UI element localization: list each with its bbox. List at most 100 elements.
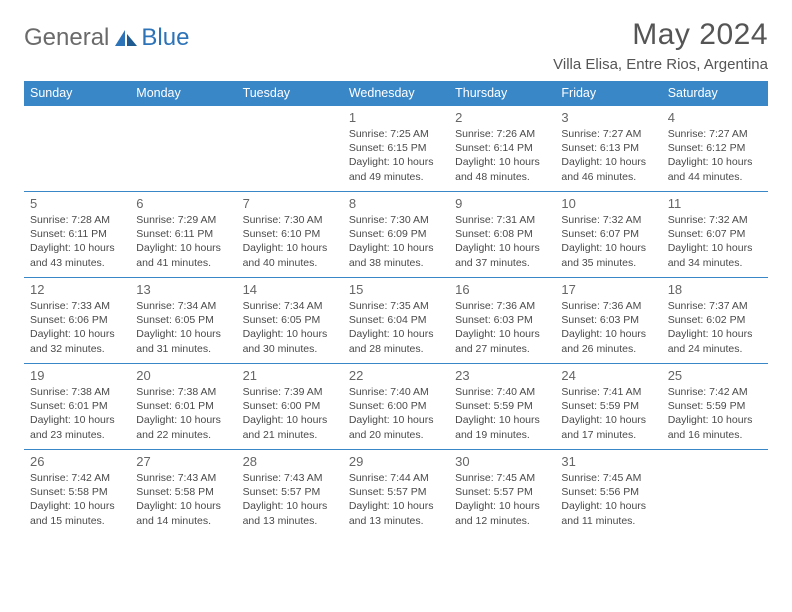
day-details: Sunrise: 7:32 AMSunset: 6:07 PMDaylight:… [668, 213, 762, 270]
day-number: 30 [455, 454, 549, 469]
calendar-day-cell: 30 Sunrise: 7:45 AMSunset: 5:57 PMDayligh… [449, 450, 555, 536]
day-details: Sunrise: 7:27 AMSunset: 6:13 PMDaylight:… [561, 127, 655, 184]
day-number: 7 [243, 196, 337, 211]
day-number: 26 [30, 454, 124, 469]
calendar-day-cell: 7 Sunrise: 7:30 AMSunset: 6:10 PMDaylight… [237, 192, 343, 278]
day-number: 8 [349, 196, 443, 211]
day-details: Sunrise: 7:29 AMSunset: 6:11 PMDaylight:… [136, 213, 230, 270]
day-number: 31 [561, 454, 655, 469]
day-details: Sunrise: 7:26 AMSunset: 6:14 PMDaylight:… [455, 127, 549, 184]
title-block: May 2024 Villa Elisa, Entre Rios, Argent… [553, 18, 768, 73]
calendar-day-cell: 18 Sunrise: 7:37 AMSunset: 6:02 PMDayligh… [662, 278, 768, 364]
day-number: 12 [30, 282, 124, 297]
day-details: Sunrise: 7:37 AMSunset: 6:02 PMDaylight:… [668, 299, 762, 356]
calendar-day-cell: 27 Sunrise: 7:43 AMSunset: 5:58 PMDayligh… [130, 450, 236, 536]
day-details: Sunrise: 7:28 AMSunset: 6:11 PMDaylight:… [30, 213, 124, 270]
day-details: Sunrise: 7:30 AMSunset: 6:10 PMDaylight:… [243, 213, 337, 270]
calendar-day-cell: 26 Sunrise: 7:42 AMSunset: 5:58 PMDayligh… [24, 450, 130, 536]
calendar-day-cell: 22Sunrise: 7:40 AMSunset: 6:00 PMDayligh… [343, 364, 449, 450]
calendar-day-cell: 14 Sunrise: 7:34 AMSunset: 6:05 PMDayligh… [237, 278, 343, 364]
day-number: 3 [561, 110, 655, 125]
day-details: Sunrise: 7:30 AMSunset: 6:09 PMDaylight:… [349, 213, 443, 270]
calendar-day-cell: 28 Sunrise: 7:43 AMSunset: 5:57 PMDayligh… [237, 450, 343, 536]
logo: General Blue [24, 24, 189, 52]
day-number: 23 [455, 368, 549, 383]
calendar-day-cell: 25Sunrise: 7:42 AMSunset: 5:59 PMDayligh… [662, 364, 768, 450]
day-number: 9 [455, 196, 549, 211]
day-details: Sunrise: 7:36 AMSunset: 6:03 PMDaylight:… [455, 299, 549, 356]
month-title: May 2024 [553, 18, 768, 52]
weekday-header: Wednesday [343, 81, 449, 106]
calendar-week-row: 5Sunrise: 7:28 AMSunset: 6:11 PMDaylight… [24, 192, 768, 278]
weekday-header: Tuesday [237, 81, 343, 106]
calendar-week-row: 19Sunrise: 7:38 AMSunset: 6:01 PMDayligh… [24, 364, 768, 450]
day-number: 6 [136, 196, 230, 211]
day-details: Sunrise: 7:38 AMSunset: 6:01 PMDaylight:… [136, 385, 230, 442]
day-details: Sunrise: 7:33 AMSunset: 6:06 PMDaylight:… [30, 299, 124, 356]
logo-sail-icon [113, 28, 139, 48]
calendar-day-cell [662, 450, 768, 536]
calendar-day-cell: 31 Sunrise: 7:45 AMSunset: 5:56 PMDayligh… [555, 450, 661, 536]
day-number: 13 [136, 282, 230, 297]
day-number: 27 [136, 454, 230, 469]
day-details: Sunrise: 7:45 AMSunset: 5:56 PMDaylight:… [561, 471, 655, 528]
calendar-day-cell: 4 Sunrise: 7:27 AMSunset: 6:12 PMDaylight… [662, 106, 768, 192]
day-details: Sunrise: 7:38 AMSunset: 6:01 PMDaylight:… [30, 385, 124, 442]
calendar-day-cell: 12 Sunrise: 7:33 AMSunset: 6:06 PMDayligh… [24, 278, 130, 364]
day-details: Sunrise: 7:36 AMSunset: 6:03 PMDaylight:… [561, 299, 655, 356]
calendar-day-cell: 23 Sunrise: 7:40 AMSunset: 5:59 PMDayligh… [449, 364, 555, 450]
day-number: 18 [668, 282, 762, 297]
day-number: 20 [136, 368, 230, 383]
header: General Blue May 2024 Villa Elisa, Entre… [24, 18, 768, 73]
day-details: Sunrise: 7:34 AMSunset: 6:05 PMDaylight:… [136, 299, 230, 356]
weekday-header: Sunday [24, 81, 130, 106]
calendar-day-cell: 10 Sunrise: 7:32 AMSunset: 6:07 PMDayligh… [555, 192, 661, 278]
logo-text-b: Blue [141, 24, 189, 52]
calendar-day-cell: 9Sunrise: 7:31 AMSunset: 6:08 PMDaylight… [449, 192, 555, 278]
calendar-day-cell: 8 Sunrise: 7:30 AMSunset: 6:09 PMDaylight… [343, 192, 449, 278]
day-number: 14 [243, 282, 337, 297]
day-details: Sunrise: 7:43 AMSunset: 5:58 PMDaylight:… [136, 471, 230, 528]
calendar-day-cell [130, 106, 236, 192]
calendar-day-cell: 6 Sunrise: 7:29 AMSunset: 6:11 PMDaylight… [130, 192, 236, 278]
day-details: Sunrise: 7:39 AMSunset: 6:00 PMDaylight:… [243, 385, 337, 442]
day-number: 29 [349, 454, 443, 469]
day-number: 1 [349, 110, 443, 125]
day-number: 16 [455, 282, 549, 297]
calendar-day-cell: 20 Sunrise: 7:38 AMSunset: 6:01 PMDayligh… [130, 364, 236, 450]
day-details: Sunrise: 7:44 AMSunset: 5:57 PMDaylight:… [349, 471, 443, 528]
day-details: Sunrise: 7:27 AMSunset: 6:12 PMDaylight:… [668, 127, 762, 184]
calendar-day-cell: 2Sunrise: 7:26 AMSunset: 6:14 PMDaylight… [449, 106, 555, 192]
day-details: Sunrise: 7:40 AMSunset: 5:59 PMDaylight:… [455, 385, 549, 442]
calendar-week-row: 12 Sunrise: 7:33 AMSunset: 6:06 PMDayligh… [24, 278, 768, 364]
calendar-week-row: 1 Sunrise: 7:25 AMSunset: 6:15 PMDaylight… [24, 106, 768, 192]
day-details: Sunrise: 7:35 AMSunset: 6:04 PMDaylight:… [349, 299, 443, 356]
day-number: 25 [668, 368, 762, 383]
day-details: Sunrise: 7:43 AMSunset: 5:57 PMDaylight:… [243, 471, 337, 528]
calendar-day-cell: 13 Sunrise: 7:34 AMSunset: 6:05 PMDayligh… [130, 278, 236, 364]
calendar-day-cell [24, 106, 130, 192]
location: Villa Elisa, Entre Rios, Argentina [553, 56, 768, 73]
day-number: 17 [561, 282, 655, 297]
day-details: Sunrise: 7:25 AMSunset: 6:15 PMDaylight:… [349, 127, 443, 184]
calendar-day-cell: 15Sunrise: 7:35 AMSunset: 6:04 PMDayligh… [343, 278, 449, 364]
day-details: Sunrise: 7:45 AMSunset: 5:57 PMDaylight:… [455, 471, 549, 528]
day-details: Sunrise: 7:34 AMSunset: 6:05 PMDaylight:… [243, 299, 337, 356]
day-details: Sunrise: 7:42 AMSunset: 5:58 PMDaylight:… [30, 471, 124, 528]
day-number: 10 [561, 196, 655, 211]
calendar-week-row: 26 Sunrise: 7:42 AMSunset: 5:58 PMDayligh… [24, 450, 768, 536]
day-number: 28 [243, 454, 337, 469]
day-number: 4 [668, 110, 762, 125]
calendar-day-cell: 3 Sunrise: 7:27 AMSunset: 6:13 PMDaylight… [555, 106, 661, 192]
day-number: 21 [243, 368, 337, 383]
logo-text-a: General [24, 24, 109, 52]
weekday-header: Friday [555, 81, 661, 106]
day-number: 11 [668, 196, 762, 211]
calendar-day-cell: 21 Sunrise: 7:39 AMSunset: 6:00 PMDayligh… [237, 364, 343, 450]
day-details: Sunrise: 7:32 AMSunset: 6:07 PMDaylight:… [561, 213, 655, 270]
calendar-day-cell: 19Sunrise: 7:38 AMSunset: 6:01 PMDayligh… [24, 364, 130, 450]
day-details: Sunrise: 7:41 AMSunset: 5:59 PMDaylight:… [561, 385, 655, 442]
weekday-header-row: SundayMondayTuesdayWednesdayThursdayFrid… [24, 81, 768, 106]
calendar-day-cell: 17 Sunrise: 7:36 AMSunset: 6:03 PMDayligh… [555, 278, 661, 364]
calendar-day-cell: 11 Sunrise: 7:32 AMSunset: 6:07 PMDayligh… [662, 192, 768, 278]
